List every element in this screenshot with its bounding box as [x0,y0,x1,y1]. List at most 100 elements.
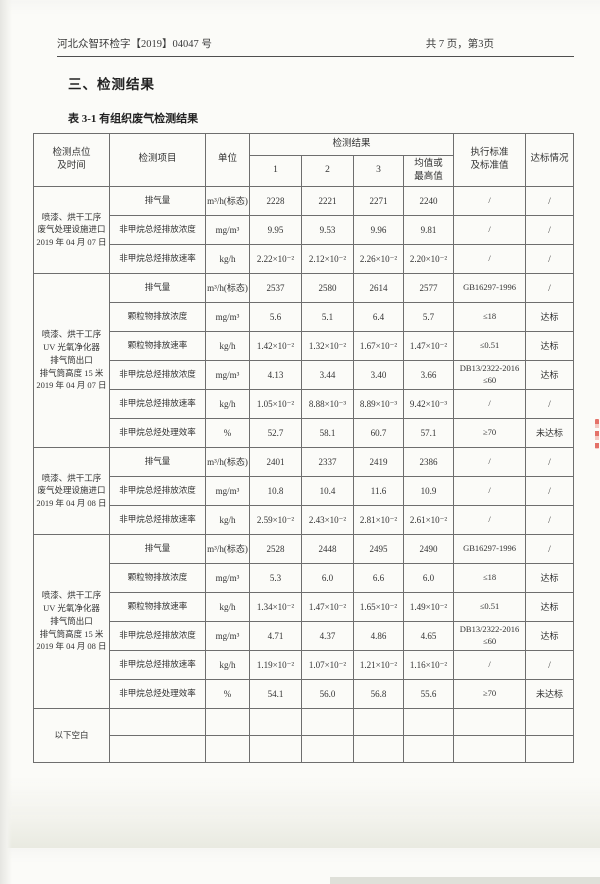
empty-cell [402,734,455,763]
col-header-r2: 2 [301,155,354,187]
empty-cell [353,707,404,736]
cell-result-2: 6.0 [301,562,354,593]
cell-result-3: 2614 [353,272,404,303]
empty-cell [453,707,527,736]
cell-result-1: 2.22×10⁻² [249,243,302,274]
cell-result-1: 4.71 [249,620,302,651]
cell-avg: 1.47×10⁻² [402,330,455,361]
cell-unit: m³/h(标态) [205,185,250,216]
table-row: 喷漆、烘干工序 废气处理设施进口 2019 年 04 月 07 日 排气量 m³… [33,185,575,274]
doc-number: 河北众智环检字【2019】04047 号 [57,39,212,50]
cell-unit: kg/h [205,388,250,419]
cell-avg: 5.7 [402,301,455,332]
cell-unit: kg/h [205,649,250,680]
cell-result-3: 2419 [353,446,404,477]
cell-unit: mg/m³ [205,620,250,651]
cell-standard: ≥70 [453,678,527,709]
cell-status: / [525,504,575,535]
cell-result-1: 1.05×10⁻² [249,388,302,419]
empty-cell [249,734,302,763]
cell-item: 颗粒物排放速率 [109,330,206,361]
cell-unit: mg/m³ [205,301,250,332]
cell-item: 排气量 [109,272,206,303]
cell-standard: / [453,475,527,506]
cell-status: / [525,243,575,274]
cell-result-2: 2337 [301,446,354,477]
cell-result-1: 4.13 [249,359,302,390]
empty-cell [249,707,302,736]
cell-status: 达标 [525,591,575,622]
cell-status: / [525,185,575,216]
cell-result-3: 1.21×10⁻² [353,649,404,680]
cell-standard: GB16297-1996 [453,272,527,303]
table-row: 喷漆、烘干工序 UV 光氧净化器 排气筒出口 排气筒高度 15 米 2019 年… [33,533,575,709]
cell-result-3: 9.96 [353,214,404,245]
cell-item: 非甲烷总烃排放速率 [109,243,206,274]
cell-avg: 2386 [402,446,455,477]
cell-result-1: 2537 [249,272,302,303]
empty-cell [205,734,250,763]
cell-standard: ≤0.51 [453,591,527,622]
cell-result-1: 2.59×10⁻² [249,504,302,535]
cell-result-3: 1.65×10⁻² [353,591,404,622]
cell-result-1: 1.42×10⁻² [249,330,302,361]
cell-avg: 9.42×10⁻³ [402,388,455,419]
empty-cell [525,707,575,736]
cell-avg: 3.66 [402,359,455,390]
table-row: 非甲烷总烃处理效率 % 54.1 56.0 56.8 55.6 ≥70 未达标 [34,678,575,709]
cell-result-1: 5.6 [249,301,302,332]
table-row: 颗粒物排放速率 kg/h 1.42×10⁻² 1.32×10⁻² 1.67×10… [34,330,575,361]
cell-avg: 2.61×10⁻² [402,504,455,535]
cell-result-3: 8.89×10⁻³ [353,388,404,419]
cell-avg: 57.1 [402,417,455,448]
scan-shadow [330,877,600,884]
table-row: 喷漆、烘干工序 UV 光氧净化器 排气筒出口 排气筒高度 15 米 2019 年… [33,272,575,448]
cell-avg: 9.81 [402,214,455,245]
cell-result-3: 2271 [353,185,404,216]
cell-status: 达标 [525,562,575,593]
header-row-1: 检测点位 及时间 检测项目 单位 检测结果 执行标准 及标准值 达标情况 [33,133,575,187]
cell-standard: ≥70 [453,417,527,448]
cell-item: 非甲烷总烃排放浓度 [109,214,206,245]
cell-unit: mg/m³ [205,562,250,593]
cell-result-3: 56.8 [353,678,404,709]
cell-item: 非甲烷总烃排放浓度 [109,475,206,506]
section-title: 三、检测结果 [68,77,155,92]
cell-result-2: 3.44 [301,359,354,390]
cell-status: 未达标 [525,678,575,709]
table-title: 表 3-1 有组织废气检测结果 [68,113,199,125]
cell-unit: mg/m³ [205,214,250,245]
cell-avg: 6.0 [402,562,455,593]
cell-result-1: 9.95 [249,214,302,245]
cell-status: / [525,446,575,477]
cell-result-1: 1.34×10⁻² [249,591,302,622]
cell-result-1: 1.19×10⁻² [249,649,302,680]
cell-unit: kg/h [205,330,250,361]
cell-status: / [525,272,575,303]
cell-avg: 2490 [402,533,455,564]
cell-avg: 4.65 [402,620,455,651]
cell-standard: ≤18 [453,562,527,593]
col-header-item: 检测项目 [109,133,206,187]
table-row [34,734,575,763]
cell-result-2: 8.88×10⁻³ [301,388,354,419]
cell-result-2: 1.47×10⁻² [301,591,354,622]
cell-result-2: 2.43×10⁻² [301,504,354,535]
table-row: 喷漆、烘干工序 废气处理设施进口 2019 年 04 月 08 日 排气量 m³… [33,446,575,535]
cell-status: / [525,388,575,419]
col-header-standard: 执行标准 及标准值 [453,133,527,187]
header-row-2: 1 2 3 均值或 最高值 [34,155,574,187]
cell-status: / [525,649,575,680]
cell-unit: kg/h [205,591,250,622]
cell-status: / [525,533,575,564]
cell-avg: 2240 [402,185,455,216]
cell-item: 非甲烷总烃排放浓度 [109,620,206,651]
doc-header: 河北众智环检字【2019】04047 号 共 7 页，第3页 [57,36,574,57]
cell-result-3: 11.6 [353,475,404,506]
table-row: 非甲烷总烃处理效率 % 52.7 58.1 60.7 57.1 ≥70 未达标 [34,417,575,448]
cell-result-2: 56.0 [301,678,354,709]
cell-standard: / [453,388,527,419]
empty-cell [301,707,354,736]
cell-result-1: 5.3 [249,562,302,593]
cell-status: / [525,214,575,245]
